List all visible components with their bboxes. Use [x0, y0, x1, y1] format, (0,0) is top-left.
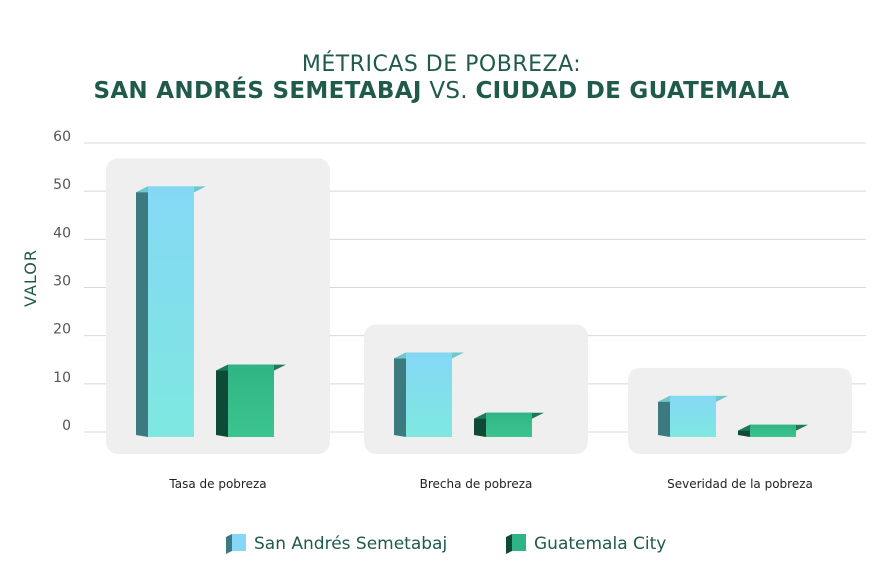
bar-side-s1-c3: [658, 395, 670, 437]
title-location-b: CIUDAD DE GUATEMALA: [475, 78, 790, 104]
legend-label-series-1: San Andrés Semetabaj: [254, 534, 448, 554]
bar-s2-c2: [486, 412, 532, 437]
legend-item-series-1: San Andrés Semetabaj: [226, 534, 447, 554]
y-tick-label-20: 20: [53, 322, 71, 338]
y-axis-label: VALOR: [21, 249, 40, 307]
chart-title-line1: MÉTRICAS DE POBREZA:: [301, 52, 582, 77]
legend-swatch-series-2: [506, 534, 526, 554]
x-tick-label-3: Severidad de la pobreza: [667, 477, 813, 491]
y-tick-label-50: 50: [53, 177, 71, 193]
title-vs: VS.: [421, 78, 476, 104]
bar-s1-c2: [406, 352, 452, 437]
bar-chart: 0 10 20 30 40 50 60 VALOR Tasa de pobreza Brecha …: [21, 129, 866, 491]
y-tick-label-0: 0: [62, 418, 71, 434]
bar-s1-c3: [670, 395, 716, 437]
legend-swatch-series-1: [226, 534, 246, 554]
bar-s1-c1: [148, 186, 194, 437]
title-location-a: SAN ANDRÉS SEMETABAJ: [93, 78, 422, 104]
x-tick-label-2: Brecha de pobreza: [420, 477, 533, 491]
bar-s2-c1: [228, 364, 274, 437]
bar-side-s1-c1: [136, 186, 148, 437]
y-tick-label-30: 30: [53, 274, 71, 290]
x-tick-label-1: Tasa de pobreza: [168, 477, 266, 491]
y-tick-label-10: 10: [53, 370, 71, 386]
bar-side-s2-c2: [474, 412, 486, 437]
y-tick-label-40: 40: [53, 225, 71, 241]
y-tick-label-60: 60: [53, 129, 71, 145]
bar-side-s1-c2: [394, 352, 406, 437]
bar-side-s2-c1: [216, 364, 228, 437]
legend-label-series-2: Guatemala City: [534, 534, 667, 554]
bar-s2-c3: [750, 424, 796, 437]
legend-item-series-2: Guatemala City: [506, 534, 666, 554]
chart-title-line2: SAN ANDRÉS SEMETABAJ VS. CIUDAD DE GUATE…: [0, 78, 883, 104]
